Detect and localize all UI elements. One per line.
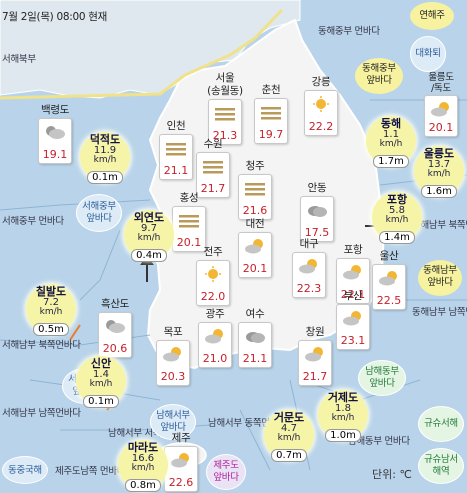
buoy-marado: 마라도 16.6 km/h 0.8m (118, 440, 168, 492)
fog-icon (261, 107, 281, 120)
partly-sunny-icon (205, 329, 223, 344)
sea-label-namhae-east-far: 남해동부 먼바다 (348, 436, 410, 447)
city-ulleungdo-dokdo: 울릉도 /독도 20.1 (422, 72, 460, 137)
city-pohang: 포항 22.1 (334, 244, 372, 304)
city-busan: 부산 23.1 (334, 290, 372, 350)
fog-icon (203, 161, 223, 174)
city-gwangju: 광주 21.0 (196, 308, 234, 368)
partly-sunny-icon (431, 102, 449, 117)
tag-donghae-central-near: 동해중부 앞바다 (355, 58, 403, 94)
tag-donghae-south-near: 동해남부 앞바다 (418, 260, 462, 296)
tag-daehwatoe: 대화퇴 (410, 36, 446, 72)
tag-namhae-west-near: 남해서부 앞바다 (150, 404, 196, 440)
cloudy-icon (246, 332, 265, 343)
partly-sunny-icon (163, 347, 181, 362)
buoy-pohang: 포항 5.8 km/h 1.4m (372, 192, 422, 244)
city-baengnyeongdo: 백령도 19.1 (36, 104, 74, 164)
city-daegu: 대구 22.3 (290, 238, 328, 298)
tag-kyushu-southwest: 규슈남서 해역 (418, 448, 464, 484)
fog-icon (215, 108, 235, 121)
city-yeosu: 여수 21.1 (236, 308, 274, 368)
tag-east-china-sea: 동중국해 (2, 456, 48, 484)
sea-label-seohae-central-far: 서해중부 먼바다 (2, 216, 64, 227)
sunny-icon (313, 96, 329, 112)
tag-kyushu-west: 규슈서해 (418, 406, 464, 442)
partly-sunny-icon (305, 347, 323, 362)
partly-sunny-icon (379, 271, 397, 286)
partly-sunny-icon (299, 259, 317, 274)
city-ulsan: 울산 22.5 (370, 250, 408, 310)
buoy-oeyeondo: 외연도 9.7 km/h 0.4m (124, 210, 174, 262)
buoy-ulleungdo: 울릉도 13.7 km/h 1.6m (414, 146, 464, 198)
city-changwon: 창원 21.7 (296, 326, 334, 386)
sea-label-seohae-south-south-far: 서해남부 남쪽먼바다 (2, 408, 81, 419)
city-hongseong: 홍성 20.1 (170, 192, 208, 252)
fog-icon (166, 143, 186, 156)
sea-label-namhae-west-west-far: 남해서부 서쪽먼바다 (108, 428, 187, 439)
buoy-geojedo: 거제도 1.8 km/h 1.0m (318, 390, 368, 442)
sea-label-seohae-south-north-far: 서해남부 북쪽먼바다 (2, 340, 81, 351)
buoy-donghae: 동해 1.1 km/h 1.7m (366, 116, 416, 168)
sea-label-seohae-north: 서해북부 (2, 54, 36, 65)
city-daejeon: 대전 20.1 (236, 218, 274, 278)
buoy-sinan: 신안 1.4 km/h 0.1m (76, 356, 126, 408)
city-suwon: 수원 21.7 (194, 138, 232, 198)
city-incheon: 인천 21.1 (157, 120, 195, 180)
unit-label: 단위: ℃ (372, 468, 412, 481)
city-jeonju: 전주 22.0 (194, 246, 232, 306)
partly-sunny-icon (171, 453, 189, 468)
tag-jeju-near: 제주도 앞바다 (206, 454, 246, 490)
sea-label-namhae-west-east-far: 남해서부 동쪽먼바다 (208, 418, 287, 429)
advisory-line (0, 8, 284, 100)
partly-sunny-icon (245, 239, 263, 254)
city-heuksando: 흑산도 20.6 (96, 298, 134, 358)
city-gangneung: 강릉 22.2 (302, 76, 340, 136)
city-cheongju: 청주 21.6 (236, 160, 274, 220)
cloudy-icon (308, 206, 327, 217)
buoy-deokjeokdo: 덕적도 11.9 km/h 0.1m (80, 132, 130, 184)
city-jeju: 제주 22.6 (162, 432, 200, 492)
city-mokpo: 목포 20.3 (154, 326, 192, 386)
observation-time: 7월 2일(목) 08:00 현재 (2, 11, 108, 23)
city-seoul: 서울 (송월동) 21.3 (206, 72, 244, 145)
sea-label-donghae-central-far: 동해중부 먼바다 (318, 26, 380, 37)
sea-label-donghae-south-south-far: 동해남부 남쪽먼바다 (412, 307, 467, 318)
sunny-icon (205, 266, 221, 282)
city-andong: 안동 17.5 (298, 182, 336, 242)
tag-yeonhaeju: 연해주 (410, 2, 454, 30)
sea-label-jeju-south-far: 제주도남쪽 먼바다 (55, 466, 126, 477)
partly-sunny-icon (343, 265, 361, 280)
city-chuncheon: 춘천 19.7 (252, 84, 290, 144)
sea-label-donghae-south-north-far: 동해남부 북쪽먼바다 (412, 220, 467, 231)
tag-seohae-central-near: 서해중부 앞바다 (76, 194, 122, 232)
partly-sunny-icon (343, 311, 361, 326)
fog-icon (179, 215, 199, 228)
buoy-geomundo: 거문도 4.7 km/h 0.7m (264, 410, 314, 462)
fog-icon (245, 183, 265, 196)
buoy-chilbaldo: 칠발도 7.2 km/h 0.5m (26, 284, 76, 336)
partly-cloudy-icon (46, 126, 65, 139)
tag-namhae-east-near: 남해동부 앞바다 (358, 360, 406, 396)
partly-cloudy-icon (106, 320, 125, 333)
